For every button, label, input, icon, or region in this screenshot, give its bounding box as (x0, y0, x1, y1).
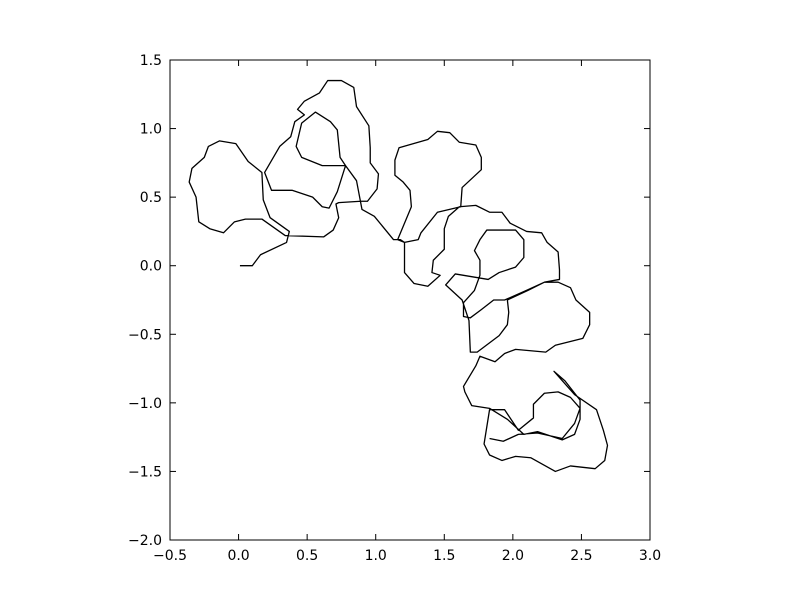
x-tick-label: 3.0 (639, 548, 661, 564)
y-tick-label: −2.0 (128, 533, 162, 549)
x-tick-label: 0.5 (296, 548, 318, 564)
x-tick-label: 1.0 (365, 548, 387, 564)
y-tick-label: 0.0 (140, 259, 162, 275)
x-tick-label: 1.5 (433, 548, 455, 564)
y-tick-label: −1.0 (128, 396, 162, 412)
x-tick-label: 2.0 (502, 548, 524, 564)
x-tick-label: 0.0 (227, 548, 249, 564)
y-tick-label: 1.5 (140, 53, 162, 69)
plot-frame (169, 59, 651, 541)
line-series (188, 79, 609, 473)
y-tick-label: 1.0 (140, 122, 162, 138)
y-tick-label: 0.5 (140, 190, 162, 206)
x-tick-label: −0.5 (153, 548, 187, 564)
y-tick-label: −0.5 (128, 327, 162, 343)
x-tick-label: 2.5 (570, 548, 592, 564)
y-tick-label: −1.5 (128, 464, 162, 480)
